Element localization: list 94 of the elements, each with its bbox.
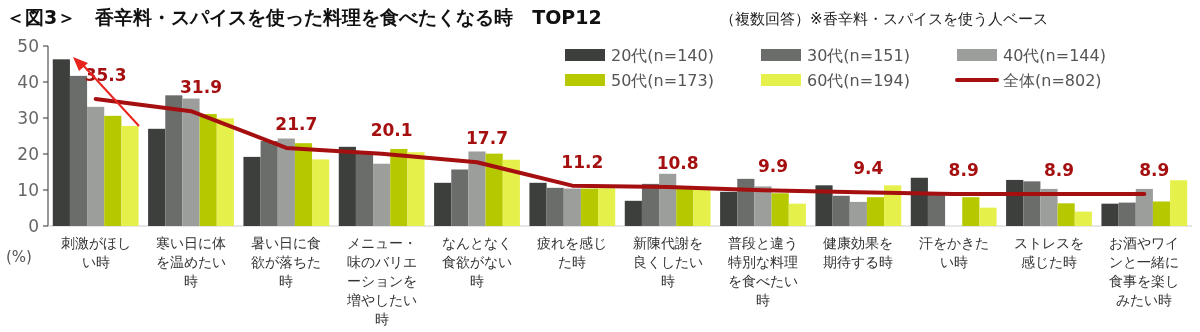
bar <box>277 138 295 226</box>
bar <box>104 115 122 226</box>
y-tick-label: 0 <box>28 216 39 236</box>
legend-label: 50代(n=173) <box>611 71 714 90</box>
bar <box>529 182 547 226</box>
data-label: 9.4 <box>853 158 884 179</box>
bar <box>815 185 833 226</box>
data-label: 21.7 <box>275 113 318 134</box>
x-tick-label: 汗をかきたい時 <box>918 235 989 270</box>
x-tick-label: 疲れを感じた時 <box>537 235 608 270</box>
bar <box>199 114 217 226</box>
bar <box>1118 202 1136 226</box>
bar <box>451 169 469 226</box>
bar <box>1152 201 1171 226</box>
bar <box>788 203 806 226</box>
x-tick-label: なんとなく食欲がない時 <box>442 235 512 289</box>
bar <box>390 148 408 226</box>
x-tick-label: 刺激がほしい時 <box>60 235 131 270</box>
bar <box>676 188 694 226</box>
legend-label: 30代(n=151) <box>807 46 910 65</box>
legend-label: 60代(n=194) <box>807 71 910 90</box>
bar <box>407 152 425 226</box>
bar <box>165 95 183 226</box>
bar <box>849 201 867 226</box>
bar <box>1101 203 1119 226</box>
bar <box>373 163 391 226</box>
bar <box>598 188 616 226</box>
bar <box>260 141 278 226</box>
bar <box>1074 211 1092 226</box>
y-tick-label: 10 <box>17 180 39 200</box>
x-tick-label: メニュー・味のバリエーションを増やしたい時 <box>345 235 417 327</box>
bar <box>243 156 261 226</box>
x-tick-label: 新陳代謝を良くしたい時 <box>632 235 703 289</box>
bar <box>884 185 902 226</box>
data-label: 11.2 <box>561 151 604 172</box>
data-label: 20.1 <box>370 119 413 140</box>
data-label: 8.9 <box>1139 159 1170 180</box>
bar <box>1170 180 1188 226</box>
bar <box>355 152 374 226</box>
bar <box>659 173 677 226</box>
bar <box>737 178 755 226</box>
bar <box>87 106 105 226</box>
bar <box>1023 181 1041 226</box>
bar <box>485 153 503 226</box>
bar <box>866 197 885 226</box>
bar <box>182 98 200 226</box>
bar <box>502 159 520 226</box>
bar <box>1006 179 1024 226</box>
bar <box>434 182 452 226</box>
y-tick-label: 30 <box>17 108 39 128</box>
y-tick-label: 20 <box>17 144 39 164</box>
bar <box>832 195 850 226</box>
bar <box>216 118 234 226</box>
y-tick-label: 40 <box>17 72 39 92</box>
bar <box>1135 188 1153 226</box>
bar <box>580 188 599 226</box>
bar <box>121 125 139 226</box>
bar <box>468 151 486 226</box>
bar <box>693 188 711 226</box>
x-tick-label: 健康効果を期待する時 <box>823 235 894 270</box>
data-label: 8.9 <box>948 159 979 180</box>
bar <box>294 143 313 226</box>
bar <box>771 193 789 226</box>
bar <box>1057 203 1075 226</box>
x-tick-label: ストレスを感じた時 <box>1014 235 1084 270</box>
y-tick-label: 50 <box>17 36 39 56</box>
legend-label: 全体(n=802) <box>1003 71 1102 90</box>
bar <box>148 128 166 226</box>
x-tick-label: お酒やワインと一緒に食事を楽しみたい時 <box>1109 235 1180 308</box>
bar <box>979 207 997 226</box>
x-tick-label: 普段と違う特別な料理を食べたい時 <box>728 235 798 308</box>
bar <box>624 200 642 226</box>
bar <box>338 146 356 226</box>
data-label: 31.9 <box>180 77 222 98</box>
bar <box>720 191 738 226</box>
legend-label: 20代(n=140) <box>611 46 714 65</box>
bar <box>962 197 980 226</box>
bar <box>312 159 330 226</box>
bar <box>52 59 70 226</box>
data-label: 8.9 <box>1043 159 1075 180</box>
bar <box>546 187 564 226</box>
bar <box>927 193 946 226</box>
chart-subtitle: （複数回答）※香辛料・スパイスを使う人ベース <box>720 10 1048 28</box>
bar <box>69 75 88 226</box>
bar <box>910 177 928 226</box>
x-tick-label: 暑い日に食欲が落ちた時 <box>251 235 322 289</box>
data-label: 9.9 <box>757 156 789 177</box>
data-label: 10.8 <box>656 153 699 174</box>
data-label: 17.7 <box>466 128 508 149</box>
y-axis-title: (%) <box>6 248 32 266</box>
x-tick-label: 寒い日に体を温めたい時 <box>156 235 226 289</box>
bar <box>563 188 581 226</box>
chart-title: ＜図3＞ 香辛料・スパイスを使った料理を食べたくなる時 TOP12 <box>6 6 602 28</box>
legend-label: 40代(n=144) <box>1003 46 1106 65</box>
